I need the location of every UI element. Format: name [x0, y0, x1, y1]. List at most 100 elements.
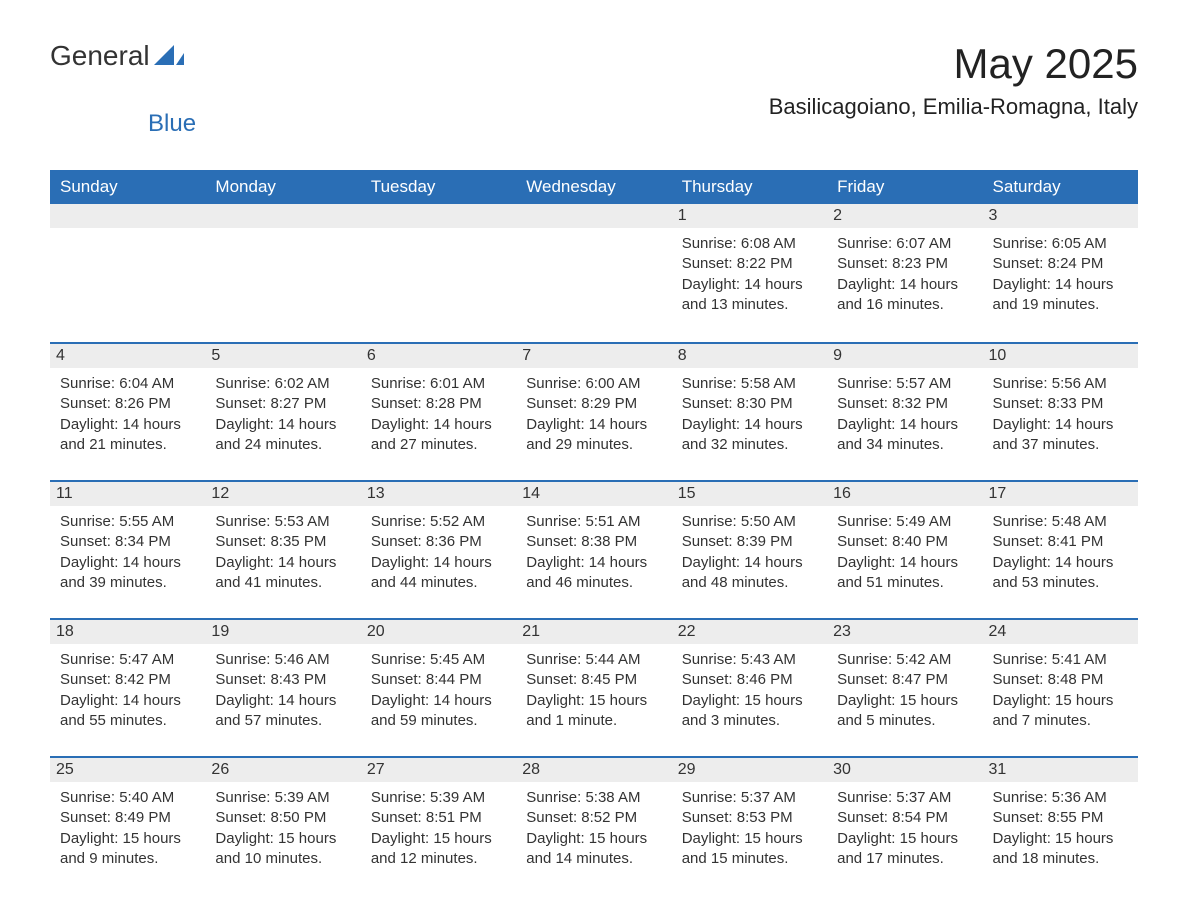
sunset-text: Sunset: 8:54 PM [837, 808, 972, 828]
sunrise-text: Sunrise: 5:37 AM [837, 788, 972, 808]
day-info: Sunrise: 5:47 AMSunset: 8:42 PMDaylight:… [60, 650, 195, 731]
sunrise-text: Sunrise: 5:40 AM [60, 788, 195, 808]
sunrise-text: Sunrise: 5:51 AM [526, 512, 661, 532]
day-info: Sunrise: 5:36 AMSunset: 8:55 PMDaylight:… [993, 788, 1128, 869]
daylight-text: Daylight: 14 hours and 13 minutes. [682, 275, 817, 316]
day-info: Sunrise: 6:07 AMSunset: 8:23 PMDaylight:… [837, 234, 972, 315]
day-info: Sunrise: 6:04 AMSunset: 8:26 PMDaylight:… [60, 374, 195, 455]
calendar-week-row: 1Sunrise: 6:08 AMSunset: 8:22 PMDaylight… [50, 204, 1138, 342]
sunrise-text: Sunrise: 5:41 AM [993, 650, 1128, 670]
day-number: 5 [205, 342, 360, 368]
sunset-text: Sunset: 8:47 PM [837, 670, 972, 690]
sunrise-text: Sunrise: 5:38 AM [526, 788, 661, 808]
day-info: Sunrise: 5:46 AMSunset: 8:43 PMDaylight:… [215, 650, 350, 731]
sunrise-text: Sunrise: 5:48 AM [993, 512, 1128, 532]
sunset-text: Sunset: 8:27 PM [215, 394, 350, 414]
day-info: Sunrise: 5:39 AMSunset: 8:51 PMDaylight:… [371, 788, 506, 869]
empty-day-bar [361, 204, 516, 228]
sunrise-text: Sunrise: 6:05 AM [993, 234, 1128, 254]
sunset-text: Sunset: 8:26 PM [60, 394, 195, 414]
daylight-text: Daylight: 14 hours and 34 minutes. [837, 415, 972, 456]
calendar-day-cell: 5Sunrise: 6:02 AMSunset: 8:27 PMDaylight… [205, 342, 360, 480]
day-number: 13 [361, 480, 516, 506]
daylight-text: Daylight: 14 hours and 59 minutes. [371, 691, 506, 732]
calendar-day-cell: 14Sunrise: 5:51 AMSunset: 8:38 PMDayligh… [516, 480, 671, 618]
daylight-text: Daylight: 14 hours and 41 minutes. [215, 553, 350, 594]
daylight-text: Daylight: 14 hours and 44 minutes. [371, 553, 506, 594]
day-info: Sunrise: 5:44 AMSunset: 8:45 PMDaylight:… [526, 650, 661, 731]
daylight-text: Daylight: 14 hours and 27 minutes. [371, 415, 506, 456]
sunrise-text: Sunrise: 5:45 AM [371, 650, 506, 670]
calendar-day-cell: 10Sunrise: 5:56 AMSunset: 8:33 PMDayligh… [983, 342, 1138, 480]
calendar-body: 1Sunrise: 6:08 AMSunset: 8:22 PMDaylight… [50, 204, 1138, 894]
logo-text-sub: Blue [148, 110, 196, 137]
day-info: Sunrise: 5:48 AMSunset: 8:41 PMDaylight:… [993, 512, 1128, 593]
sunset-text: Sunset: 8:42 PM [60, 670, 195, 690]
sunset-text: Sunset: 8:28 PM [371, 394, 506, 414]
day-number: 2 [827, 204, 982, 228]
day-info: Sunrise: 5:43 AMSunset: 8:46 PMDaylight:… [682, 650, 817, 731]
daylight-text: Daylight: 14 hours and 55 minutes. [60, 691, 195, 732]
day-info: Sunrise: 5:58 AMSunset: 8:30 PMDaylight:… [682, 374, 817, 455]
daylight-text: Daylight: 15 hours and 7 minutes. [993, 691, 1128, 732]
sunset-text: Sunset: 8:33 PM [993, 394, 1128, 414]
daylight-text: Daylight: 14 hours and 16 minutes. [837, 275, 972, 316]
sunrise-text: Sunrise: 5:55 AM [60, 512, 195, 532]
sunset-text: Sunset: 8:41 PM [993, 532, 1128, 552]
day-info: Sunrise: 5:52 AMSunset: 8:36 PMDaylight:… [371, 512, 506, 593]
sunset-text: Sunset: 8:30 PM [682, 394, 817, 414]
calendar-day-cell: 16Sunrise: 5:49 AMSunset: 8:40 PMDayligh… [827, 480, 982, 618]
daylight-text: Daylight: 14 hours and 24 minutes. [215, 415, 350, 456]
sunrise-text: Sunrise: 5:56 AM [993, 374, 1128, 394]
day-info: Sunrise: 5:39 AMSunset: 8:50 PMDaylight:… [215, 788, 350, 869]
sunrise-text: Sunrise: 5:36 AM [993, 788, 1128, 808]
calendar-day-cell: 15Sunrise: 5:50 AMSunset: 8:39 PMDayligh… [672, 480, 827, 618]
sunset-text: Sunset: 8:55 PM [993, 808, 1128, 828]
daylight-text: Daylight: 14 hours and 46 minutes. [526, 553, 661, 594]
sunset-text: Sunset: 8:32 PM [837, 394, 972, 414]
day-info: Sunrise: 5:40 AMSunset: 8:49 PMDaylight:… [60, 788, 195, 869]
day-number: 24 [983, 618, 1138, 644]
sunrise-text: Sunrise: 6:00 AM [526, 374, 661, 394]
sunset-text: Sunset: 8:38 PM [526, 532, 661, 552]
day-header-row: Sunday Monday Tuesday Wednesday Thursday… [50, 170, 1138, 204]
calendar-week-row: 25Sunrise: 5:40 AMSunset: 8:49 PMDayligh… [50, 756, 1138, 894]
calendar-day-cell: 25Sunrise: 5:40 AMSunset: 8:49 PMDayligh… [50, 756, 205, 894]
calendar-day-cell [205, 204, 360, 342]
sunrise-text: Sunrise: 6:08 AM [682, 234, 817, 254]
day-info: Sunrise: 6:01 AMSunset: 8:28 PMDaylight:… [371, 374, 506, 455]
sunrise-text: Sunrise: 5:57 AM [837, 374, 972, 394]
sunset-text: Sunset: 8:50 PM [215, 808, 350, 828]
empty-day-bar [50, 204, 205, 228]
sunrise-text: Sunrise: 5:37 AM [682, 788, 817, 808]
day-number: 11 [50, 480, 205, 506]
day-number: 9 [827, 342, 982, 368]
sunset-text: Sunset: 8:34 PM [60, 532, 195, 552]
calendar-day-cell: 3Sunrise: 6:05 AMSunset: 8:24 PMDaylight… [983, 204, 1138, 342]
calendar-day-cell [50, 204, 205, 342]
day-info: Sunrise: 5:41 AMSunset: 8:48 PMDaylight:… [993, 650, 1128, 731]
daylight-text: Daylight: 15 hours and 1 minute. [526, 691, 661, 732]
sunset-text: Sunset: 8:51 PM [371, 808, 506, 828]
sunset-text: Sunset: 8:22 PM [682, 254, 817, 274]
day-number: 28 [516, 756, 671, 782]
sunrise-text: Sunrise: 5:39 AM [215, 788, 350, 808]
calendar-day-cell [361, 204, 516, 342]
sunset-text: Sunset: 8:45 PM [526, 670, 661, 690]
day-info: Sunrise: 5:42 AMSunset: 8:47 PMDaylight:… [837, 650, 972, 731]
sunset-text: Sunset: 8:23 PM [837, 254, 972, 274]
calendar-day-cell: 31Sunrise: 5:36 AMSunset: 8:55 PMDayligh… [983, 756, 1138, 894]
daylight-text: Daylight: 14 hours and 21 minutes. [60, 415, 195, 456]
calendar-week-row: 18Sunrise: 5:47 AMSunset: 8:42 PMDayligh… [50, 618, 1138, 756]
sunset-text: Sunset: 8:43 PM [215, 670, 350, 690]
day-info: Sunrise: 5:55 AMSunset: 8:34 PMDaylight:… [60, 512, 195, 593]
day-number: 19 [205, 618, 360, 644]
day-number: 26 [205, 756, 360, 782]
calendar-day-cell: 30Sunrise: 5:37 AMSunset: 8:54 PMDayligh… [827, 756, 982, 894]
day-number: 23 [827, 618, 982, 644]
day-header-wednesday: Wednesday [516, 170, 671, 204]
daylight-text: Daylight: 15 hours and 3 minutes. [682, 691, 817, 732]
day-info: Sunrise: 5:38 AMSunset: 8:52 PMDaylight:… [526, 788, 661, 869]
logo-triangle-icon [154, 43, 184, 70]
day-info: Sunrise: 5:53 AMSunset: 8:35 PMDaylight:… [215, 512, 350, 593]
